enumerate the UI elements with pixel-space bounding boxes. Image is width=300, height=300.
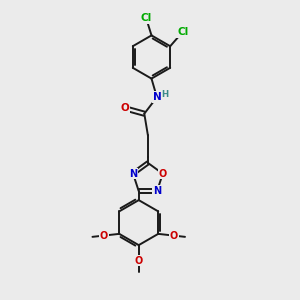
Text: N: N [153,186,161,196]
Text: O: O [159,169,167,179]
Text: N: N [129,169,137,179]
Text: Cl: Cl [140,13,152,23]
Text: O: O [120,103,129,113]
Text: N: N [152,92,161,102]
Text: H: H [161,90,168,99]
Text: O: O [135,256,143,266]
Text: Cl: Cl [177,27,188,37]
Text: O: O [100,231,108,241]
Text: O: O [169,231,178,241]
